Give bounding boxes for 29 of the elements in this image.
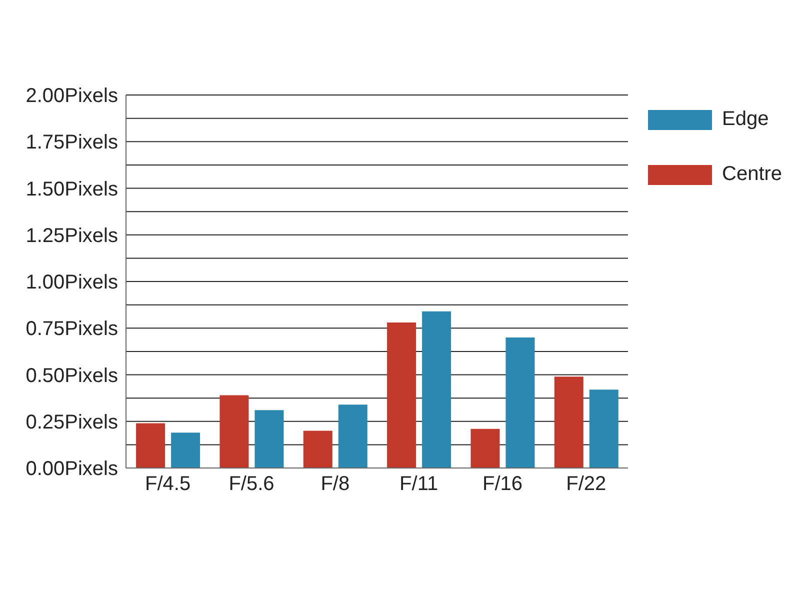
bar <box>220 395 249 468</box>
x-tick-label: F/11 <box>400 473 438 496</box>
y-tick-label: 0.25Pixels <box>26 411 118 434</box>
x-tick-label: F/16 <box>482 473 523 496</box>
y-tick-label: 0.50Pixels <box>26 364 118 387</box>
bar <box>422 311 452 468</box>
y-tick-label: 2.00Pixels <box>26 85 118 108</box>
bar <box>554 376 584 468</box>
bar <box>171 432 200 468</box>
bar <box>338 404 368 468</box>
y-tick-label: 1.50Pixels <box>26 178 118 200</box>
x-tick-label: F/22 <box>566 473 606 496</box>
bar <box>470 428 500 468</box>
bar <box>303 430 332 468</box>
bar <box>506 337 535 468</box>
y-tick-label: 1.75Pixels <box>26 132 118 154</box>
x-tick-label: F/8 <box>320 473 350 496</box>
y-tick-label: 0.75Pixels <box>26 318 118 340</box>
legend-label: Centre <box>722 163 782 186</box>
bar <box>136 423 166 468</box>
y-tick-label: 1.00Pixels <box>26 272 118 294</box>
x-tick-label: F/4.5 <box>145 473 191 496</box>
bar <box>589 390 618 468</box>
bar <box>387 322 416 468</box>
legend-label: Edge <box>722 108 769 131</box>
y-tick-label: 1.25Pixels <box>26 224 118 247</box>
bar <box>254 410 284 468</box>
y-tick-label: 0.00Pixels <box>26 458 118 480</box>
x-tick-label: F/5.6 <box>228 473 274 496</box>
